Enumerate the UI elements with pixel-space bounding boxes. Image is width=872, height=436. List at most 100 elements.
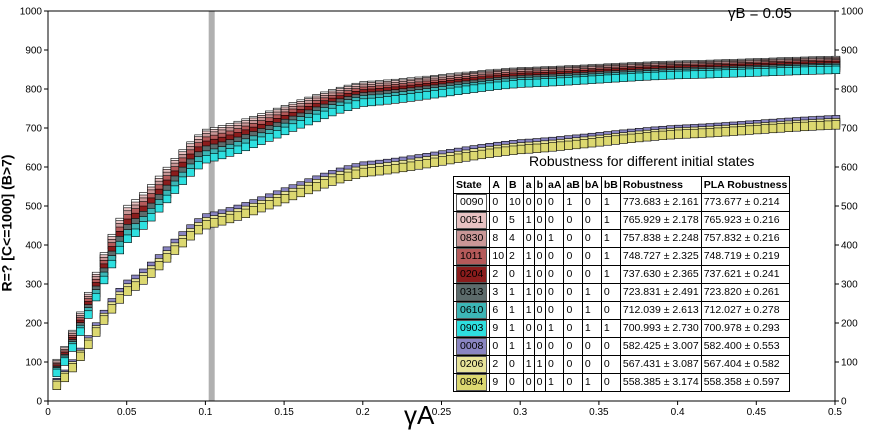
data-point [784,67,793,76]
legend-count-cell: 1 [600,319,621,338]
data-point [170,185,180,194]
y-tick-label: 300 [25,280,42,291]
y-tick-label-right: 1000 [841,7,864,18]
data-point [131,281,140,291]
legend-count-cell: 0 [581,337,602,356]
data-point [808,66,817,75]
data-point [524,79,534,88]
data-point [611,74,620,83]
data-point [524,144,534,154]
data-point [84,310,93,319]
legend-count-cell: 0 [533,265,547,284]
legend-count-cell: 1 [581,301,602,320]
legend-count-cell: 1 [544,373,565,392]
legend-count-cell: 1 [522,355,535,374]
data-point [225,213,235,224]
data-point [446,155,455,165]
legend-count-cell: 1 [506,319,524,338]
data-point [265,133,274,142]
legend-count-cell: 0 [600,355,621,374]
data-point [571,139,581,150]
legend-robustness-cell: 567.431 ± 3.087 [619,355,702,374]
legend-count-cell: 0 [581,229,602,248]
data-point [249,139,258,149]
data-point [587,138,597,148]
data-point [556,77,565,86]
data-point [257,136,266,145]
data-point [642,132,652,142]
data-point [438,88,447,98]
data-point [343,102,353,112]
legend-state-swatch: 0830 [456,230,488,247]
x-axis-label: γA [404,400,435,430]
data-point [186,231,195,241]
legend-robustness-cell: 748.727 ± 2.325 [619,247,702,266]
data-point [768,123,778,134]
data-point [178,238,187,248]
data-point [760,68,770,77]
legend-count-cell: 0 [581,211,602,230]
legend-count-cell: 1 [522,283,535,302]
data-point [446,87,455,97]
legend-row: 0090 0 10 0 0 0 1 0 1 773.683 ± 2.161 773.677 ± 0.… [452,193,791,212]
data-point [823,120,833,130]
data-point [461,85,471,94]
y-tick-label: 900 [25,46,42,57]
legend-row: 0204 2 0 1 0 0 0 0 1 737.630 ± 2.365 737.621 ± 0.2… [452,265,791,284]
legend-count-cell: 1 [522,265,535,284]
legend-robustness-cell: 765.929 ± 2.178 [619,211,702,230]
legend-state-swatch: 0894 [456,374,488,391]
legend-count-cell: 1 [581,373,602,392]
data-point [745,125,754,135]
data-point [509,80,518,89]
y-tick-label: 500 [25,202,42,213]
data-point [52,380,62,390]
legend-count-cell: 0 [522,229,535,248]
legend-count-cell: 1 [533,355,547,374]
legend-pla-cell: 723.820 ± 0.261 [700,283,791,302]
legend-pla-cell: 737.621 ± 0.241 [700,265,791,284]
data-point [485,82,494,91]
data-point [430,90,439,99]
data-point [375,166,384,176]
data-point [792,122,801,132]
data-point [154,261,164,271]
legend-state-cell: 0051 [452,211,491,230]
data-point [721,69,730,78]
data-point [178,176,187,185]
legend-pla-cell: 567.404 ± 0.582 [700,355,791,374]
legend-count-cell: 6 [489,301,508,320]
legend-count-cell: 1 [522,211,535,230]
legend-robustness-cell: 558.385 ± 3.174 [619,373,702,392]
data-point [296,120,306,129]
legend-row: 0830 8 4 0 0 1 0 0 1 757.838 ± 2.248 757.832 ± 0.2… [452,229,791,248]
data-point [209,153,219,162]
data-point [233,145,243,154]
y-tick-label-right: 200 [841,319,858,330]
data-point [335,174,345,184]
gamma-b-annotation: γB = 0.05 [728,5,792,22]
y-tick-label-right: 400 [841,241,858,252]
data-point [139,221,148,230]
legend-row: 0903 9 1 0 0 1 0 1 1 700.993 ± 2.730 700.978 ± 0.2… [452,319,791,338]
data-point [485,148,494,158]
legend-count-cell: 0 [563,247,583,266]
y-tick-label: 600 [25,163,42,174]
series-0903 [52,65,841,378]
legend-state-swatch: 0090 [456,194,488,211]
legend-pla-cell: 757.832 ± 0.216 [700,229,791,248]
legend-count-cell: 0 [544,355,565,374]
legend-header-cell: bA [581,176,602,194]
legend-count-cell: 0 [544,247,565,266]
legend-count-cell: 1 [600,229,621,248]
legend-state-swatch: 1011 [456,248,487,265]
data-point [548,77,557,87]
legend-robustness-cell: 582.425 ± 3.007 [619,337,702,356]
data-point [359,167,368,178]
x-tick-label: 0.1 [198,407,212,418]
y-tick-label: 700 [25,124,42,135]
y-tick-label-right: 500 [841,202,858,213]
data-point [556,141,565,151]
data-point [501,146,510,156]
